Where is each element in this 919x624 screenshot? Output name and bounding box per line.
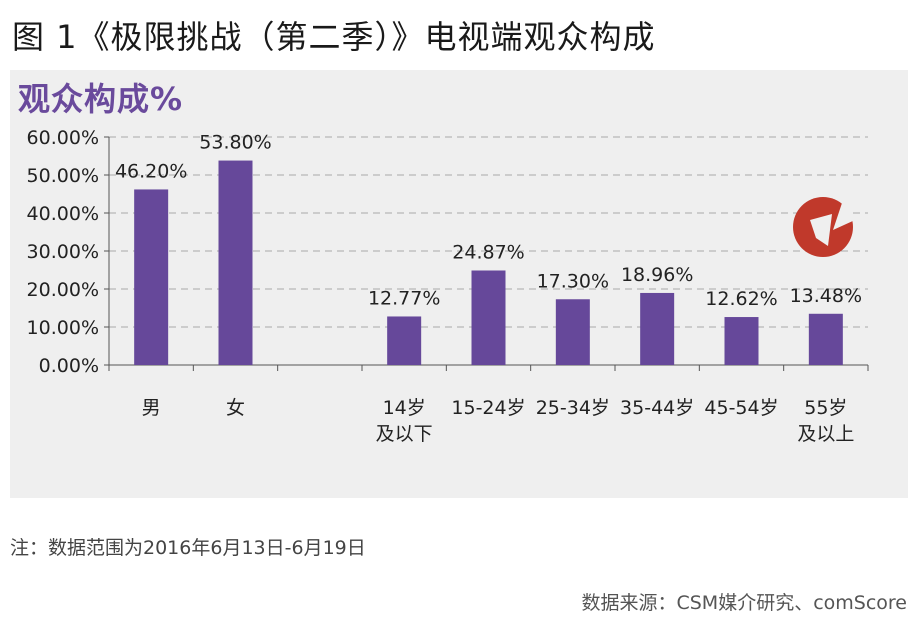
y-tick-label: 30.00% — [27, 241, 99, 263]
x-tick-label: 15-24岁 — [451, 397, 525, 419]
x-tick-label: 45-54岁 — [704, 397, 778, 419]
chart-panel: 观众构成% 0.00% 10.00% 20.00% 30.00% 40.00% 50.00… — [10, 70, 908, 498]
y-tick-label: 40.00% — [27, 203, 99, 225]
figure-title: 图 1《极限挑战（第二季）》电视端观众构成 — [12, 18, 656, 56]
x-tick-label: 女 — [226, 397, 245, 419]
x-tick-label: 及以上 — [797, 423, 854, 445]
bar — [471, 270, 506, 365]
bar-chart: 0.00% 10.00% 20.00% 30.00% 40.00% 50.00% 60.00… — [27, 127, 869, 445]
data-label: 46.20% — [115, 160, 187, 182]
bar — [808, 313, 843, 365]
bar — [640, 292, 675, 365]
csm-logo-icon — [793, 197, 855, 257]
bar — [218, 160, 253, 365]
data-label: 13.48% — [790, 285, 862, 307]
bars — [134, 160, 843, 365]
data-source: 数据来源：CSM媒介研究、comScore — [581, 592, 907, 614]
data-label: 12.77% — [368, 287, 440, 309]
x-tick-label: 25-34岁 — [536, 397, 610, 419]
y-tick-label: 50.00% — [27, 165, 99, 187]
y-tick-label: 0.00% — [39, 355, 99, 377]
chart-title: 观众构成% — [18, 80, 184, 118]
y-axis-ticks: 0.00% 10.00% 20.00% 30.00% 40.00% 50.00% 60.00… — [27, 127, 99, 377]
data-label: 17.30% — [537, 270, 609, 292]
y-tick-label: 20.00% — [27, 279, 99, 301]
bar — [387, 316, 422, 365]
bar — [134, 189, 169, 365]
x-tick-label: 14岁 — [383, 397, 426, 419]
data-label: 18.96% — [621, 264, 693, 286]
data-label: 12.62% — [705, 288, 777, 310]
data-labels: 46.20% 53.80% 12.77% 24.87% 17.30% 18.96% 12.6… — [115, 132, 862, 310]
bar — [724, 317, 759, 365]
x-tick-label: 及以下 — [376, 423, 433, 445]
data-range-note: 注：数据范围为2016年6月13日-6月19日 — [10, 537, 366, 559]
y-tick-label: 60.00% — [27, 127, 99, 149]
x-tick-label: 男 — [142, 397, 161, 419]
data-label: 24.87% — [452, 241, 524, 263]
x-tick-label: 35-44岁 — [620, 397, 694, 419]
y-tick-label: 10.00% — [27, 317, 99, 339]
bar — [555, 299, 590, 365]
data-label: 53.80% — [199, 132, 271, 154]
x-tick-label: 55岁 — [804, 397, 847, 419]
